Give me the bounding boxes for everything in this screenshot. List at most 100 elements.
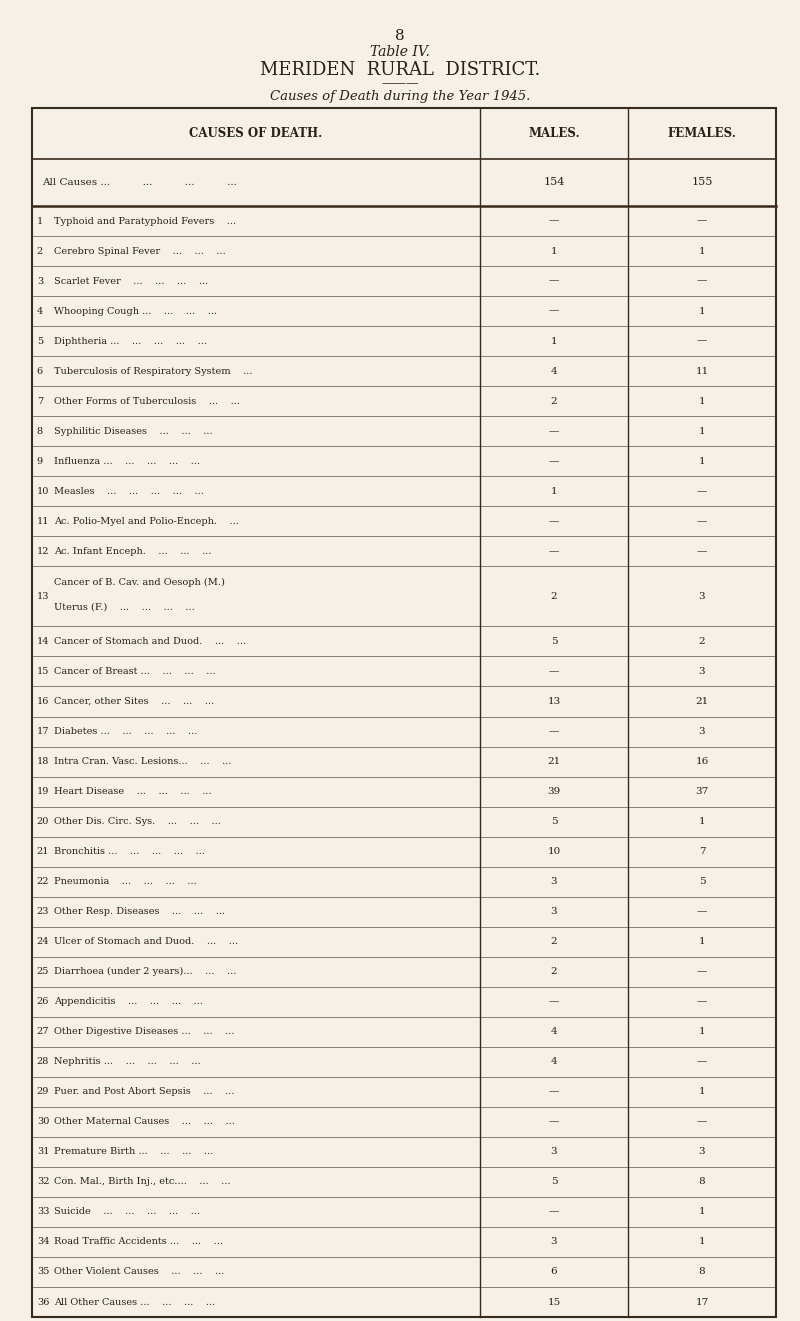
Text: Other Maternal Causes    ...    ...    ...: Other Maternal Causes ... ... ... <box>54 1118 235 1127</box>
Text: Premature Birth ...    ...    ...    ...: Premature Birth ... ... ... ... <box>54 1148 214 1156</box>
Text: 31: 31 <box>37 1148 50 1156</box>
Text: 21: 21 <box>547 757 561 766</box>
Text: 23: 23 <box>37 908 50 917</box>
Text: Other Resp. Diseases    ...    ...    ...: Other Resp. Diseases ... ... ... <box>54 908 226 917</box>
Text: —: — <box>549 727 559 736</box>
Text: 4: 4 <box>550 1057 558 1066</box>
Text: —: — <box>549 517 559 526</box>
Text: 8: 8 <box>698 1177 706 1186</box>
Text: 2: 2 <box>550 967 558 976</box>
Text: 1: 1 <box>698 306 706 316</box>
Text: —: — <box>697 547 707 556</box>
Text: 1: 1 <box>698 1087 706 1096</box>
Text: 7: 7 <box>698 847 706 856</box>
Text: 2: 2 <box>698 637 706 646</box>
Text: Other Violent Causes    ...    ...    ...: Other Violent Causes ... ... ... <box>54 1267 225 1276</box>
Text: Pneumonia    ...    ...    ...    ...: Pneumonia ... ... ... ... <box>54 877 197 886</box>
Text: 1: 1 <box>698 937 706 946</box>
Text: 21: 21 <box>37 847 50 856</box>
Text: 1: 1 <box>550 487 558 495</box>
Text: 8: 8 <box>395 29 405 44</box>
Text: Intra Cran. Vasc. Lesions...    ...    ...: Intra Cran. Vasc. Lesions... ... ... <box>54 757 232 766</box>
Text: —: — <box>549 997 559 1007</box>
Text: Table IV.: Table IV. <box>370 45 430 59</box>
Text: All Other Causes ...    ...    ...    ...: All Other Causes ... ... ... ... <box>54 1297 216 1306</box>
Text: 3: 3 <box>698 1148 706 1156</box>
Text: —: — <box>697 967 707 976</box>
Text: Tuberculosis of Respiratory System    ...: Tuberculosis of Respiratory System ... <box>54 367 253 375</box>
Text: Typhoid and Paratyphoid Fevers    ...: Typhoid and Paratyphoid Fevers ... <box>54 217 237 226</box>
Text: 2: 2 <box>550 396 558 406</box>
Text: Ac. Infant Enceph.    ...    ...    ...: Ac. Infant Enceph. ... ... ... <box>54 547 212 556</box>
Text: 3: 3 <box>37 276 43 285</box>
Text: —: — <box>549 457 559 466</box>
Text: 4: 4 <box>37 306 43 316</box>
Text: 1: 1 <box>698 1028 706 1036</box>
Text: 17: 17 <box>37 727 50 736</box>
Text: 13: 13 <box>37 592 50 601</box>
Text: —: — <box>549 1207 559 1217</box>
Text: 8: 8 <box>698 1267 706 1276</box>
Text: —: — <box>549 547 559 556</box>
Text: 30: 30 <box>37 1118 49 1127</box>
Text: 3: 3 <box>550 1238 558 1247</box>
Text: 1: 1 <box>698 818 706 826</box>
Text: 18: 18 <box>37 757 49 766</box>
Text: 13: 13 <box>547 697 561 705</box>
Text: 1: 1 <box>550 337 558 346</box>
Text: 3: 3 <box>698 727 706 736</box>
Text: Other Dis. Circ. Sys.    ...    ...    ...: Other Dis. Circ. Sys. ... ... ... <box>54 818 222 826</box>
Text: —: — <box>549 667 559 676</box>
Text: CAUSES OF DEATH.: CAUSES OF DEATH. <box>190 127 322 140</box>
Text: Other Forms of Tuberculosis    ...    ...: Other Forms of Tuberculosis ... ... <box>54 396 240 406</box>
Text: Con. Mal., Birth Inj., etc....    ...    ...: Con. Mal., Birth Inj., etc.... ... ... <box>54 1177 231 1186</box>
Text: 11: 11 <box>37 517 50 526</box>
Text: —: — <box>697 276 707 285</box>
Text: —: — <box>697 1118 707 1127</box>
Text: 4: 4 <box>550 367 558 375</box>
Text: 10: 10 <box>37 487 49 495</box>
Text: 24: 24 <box>37 937 50 946</box>
Text: Other Digestive Diseases ...    ...    ...: Other Digestive Diseases ... ... ... <box>54 1028 235 1036</box>
Text: 7: 7 <box>37 396 43 406</box>
Text: 5: 5 <box>550 1177 558 1186</box>
Text: 33: 33 <box>37 1207 50 1217</box>
Text: 1: 1 <box>698 1238 706 1247</box>
Text: Measles    ...    ...    ...    ...    ...: Measles ... ... ... ... ... <box>54 487 204 495</box>
Text: —: — <box>549 427 559 436</box>
Text: 15: 15 <box>547 1297 561 1306</box>
Text: 6: 6 <box>550 1267 558 1276</box>
Text: 29: 29 <box>37 1087 49 1096</box>
Text: —: — <box>549 1087 559 1096</box>
Text: —: — <box>697 1057 707 1066</box>
Text: 12: 12 <box>37 547 50 556</box>
Text: Suicide    ...    ...    ...    ...    ...: Suicide ... ... ... ... ... <box>54 1207 201 1217</box>
Text: 155: 155 <box>691 177 713 188</box>
Text: 1: 1 <box>698 427 706 436</box>
Text: Diarrhoea (under 2 years)...    ...    ...: Diarrhoea (under 2 years)... ... ... <box>54 967 237 976</box>
Text: 36: 36 <box>37 1297 49 1306</box>
Text: Cerebro Spinal Fever    ...    ...    ...: Cerebro Spinal Fever ... ... ... <box>54 247 226 256</box>
Text: Puer. and Post Abort Sepsis    ...    ...: Puer. and Post Abort Sepsis ... ... <box>54 1087 235 1096</box>
Text: All Causes ...          ...          ...          ...: All Causes ... ... ... ... <box>42 178 237 186</box>
Text: 5: 5 <box>37 337 43 346</box>
Text: Bronchitis ...    ...    ...    ...    ...: Bronchitis ... ... ... ... ... <box>54 847 206 856</box>
Text: 11: 11 <box>695 367 709 375</box>
Text: —: — <box>549 1118 559 1127</box>
Text: Appendicitis    ...    ...    ...    ...: Appendicitis ... ... ... ... <box>54 997 203 1007</box>
Text: Influenza ...    ...    ...    ...    ...: Influenza ... ... ... ... ... <box>54 457 201 466</box>
Text: Heart Disease    ...    ...    ...    ...: Heart Disease ... ... ... ... <box>54 787 212 797</box>
Text: 2: 2 <box>37 247 43 256</box>
Text: 10: 10 <box>547 847 561 856</box>
Text: —: — <box>697 517 707 526</box>
Text: Ulcer of Stomach and Duod.    ...    ...: Ulcer of Stomach and Duod. ... ... <box>54 937 238 946</box>
Text: Nephritis ...    ...    ...    ...    ...: Nephritis ... ... ... ... ... <box>54 1057 201 1066</box>
Text: Cancer of B. Cav. and Oesoph (M.): Cancer of B. Cav. and Oesoph (M.) <box>54 579 226 587</box>
Text: 26: 26 <box>37 997 49 1007</box>
Text: —: — <box>549 306 559 316</box>
Text: 3: 3 <box>550 877 558 886</box>
Text: Syphilitic Diseases    ...    ...    ...: Syphilitic Diseases ... ... ... <box>54 427 213 436</box>
Text: 14: 14 <box>37 637 50 646</box>
Text: 1: 1 <box>698 247 706 256</box>
Text: 3: 3 <box>550 908 558 917</box>
